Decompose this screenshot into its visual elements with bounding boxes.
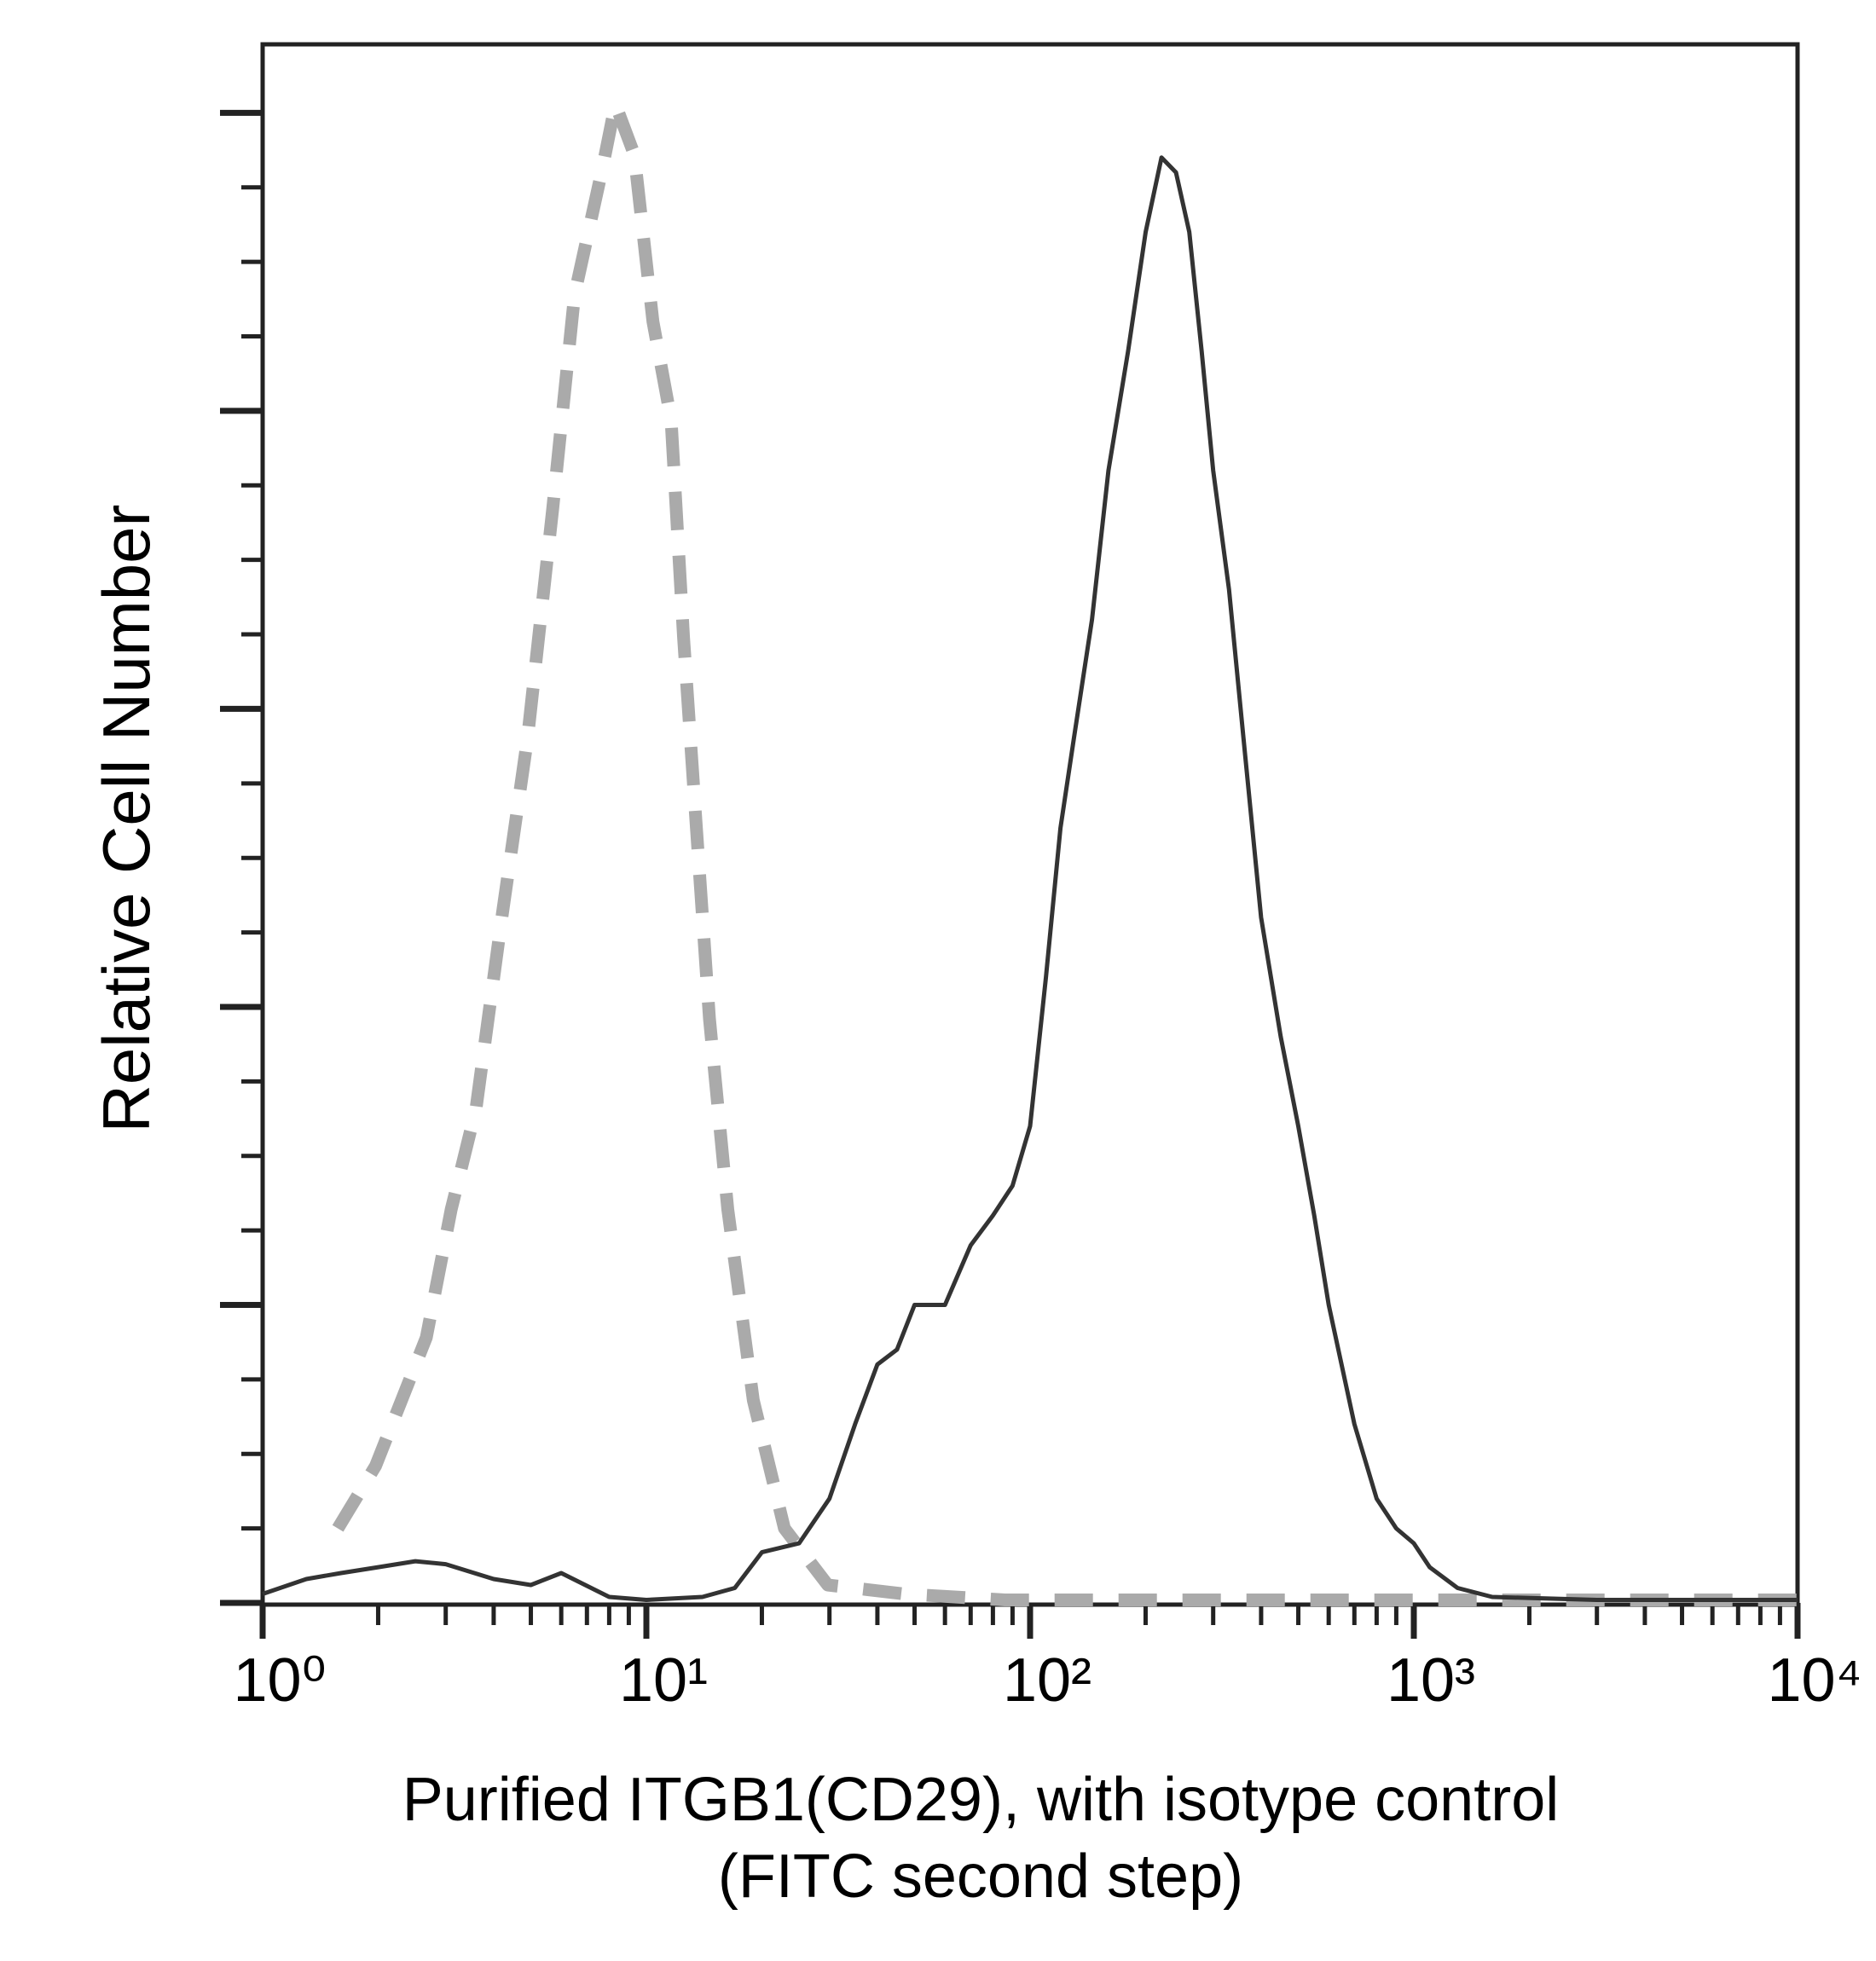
plot-frame xyxy=(260,42,1800,1607)
x-tick-label: 10⁴ xyxy=(1767,1646,1862,1715)
x-tick-label: 10² xyxy=(1003,1646,1091,1715)
x-tick-label: 10¹ xyxy=(619,1646,708,1715)
x-axis-title: (FITC second step) xyxy=(718,1842,1243,1911)
histogram-line xyxy=(332,97,1798,1606)
x-tick-label: 10⁰ xyxy=(234,1646,327,1715)
histogram-line xyxy=(262,155,1798,1602)
y-axis-title: Relative Cell Number xyxy=(89,505,164,1133)
x-axis-title: Purified ITGB1(CD29), with isotype contr… xyxy=(402,1766,1560,1834)
x-tick-label: 10³ xyxy=(1387,1646,1475,1715)
